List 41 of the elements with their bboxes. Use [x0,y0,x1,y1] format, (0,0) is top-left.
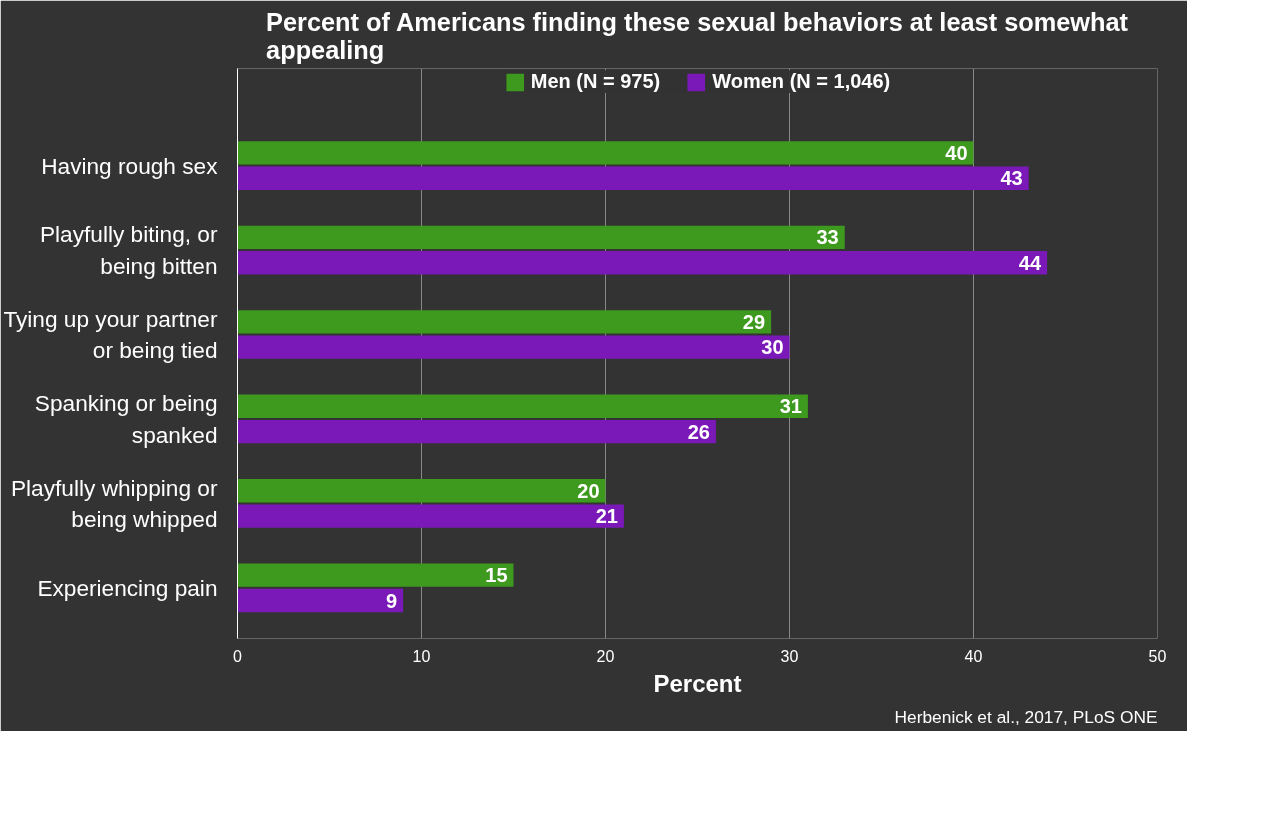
y-tick-label: Having rough sex [41,152,219,179]
y-tick-label: Playfully biting, or being bitten [39,221,218,279]
data-label: 31 [779,395,802,418]
bar [237,225,845,250]
bar [237,141,974,165]
x-tick-label: 50 [1148,647,1167,665]
data-label: 44 [1018,251,1042,274]
chart-title: Percent of Americans finding these sexual behaviors at least somewhat appealing [266,7,1129,64]
data-label: 29 [742,310,766,333]
x-tick-label: 30 [780,647,799,665]
x-tick-label: 10 [412,647,431,665]
x-tick-label: 40 [964,647,983,665]
data-label: 20 [577,479,600,502]
legend-label: Men (N = 975) [530,70,661,93]
data-label: 40 [945,141,968,164]
y-tick-label: Experiencing pain [37,574,218,601]
data-label: 26 [687,420,710,443]
bar [237,504,624,528]
data-label: 30 [761,336,784,359]
x-tick-label: 0 [233,647,243,665]
bar [237,588,404,613]
bar [237,479,606,503]
bar [237,251,1048,275]
bar [237,335,790,359]
data-label: 15 [485,564,508,587]
data-label: 33 [816,226,839,249]
data-label: 9 [385,589,398,612]
bar [237,166,1029,190]
data-label: 21 [595,505,618,528]
y-tick-label: Playfully whipping or being whipped [10,474,218,532]
bar [237,310,772,334]
bar [237,419,716,444]
data-label: 43 [1000,167,1023,190]
x-axis-title: Percent [653,669,742,697]
y-tick-label: Spanking or being spanked [34,390,218,448]
text: Herbenick et al., 2017, PLoS ONE [894,706,1158,727]
x-tick-label: 20 [596,647,615,665]
y-tick-label: Tying up your partner or being tied [3,305,218,364]
legend-label: Women (N = 1,046) [712,70,891,93]
bar [237,563,514,587]
bar [237,394,808,418]
